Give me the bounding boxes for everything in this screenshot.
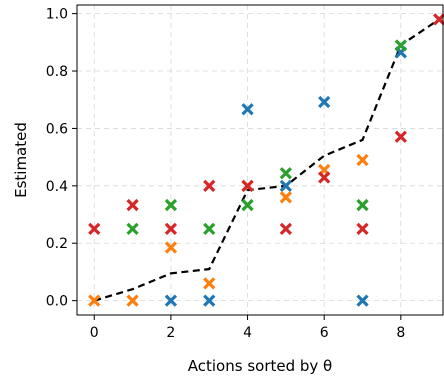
y-tick-label: 0.0 bbox=[46, 294, 68, 310]
data-point bbox=[203, 179, 216, 192]
plot-frame bbox=[76, 4, 444, 316]
x-tick-label: 2 bbox=[166, 325, 175, 341]
data-point bbox=[279, 191, 293, 204]
x-tick-label: 6 bbox=[320, 325, 329, 341]
x-tick-label: 8 bbox=[396, 325, 405, 341]
data-point bbox=[356, 294, 369, 307]
data-point bbox=[356, 198, 369, 212]
marker-layer bbox=[88, 13, 444, 307]
x-axis-label: Actions sorted by θ bbox=[188, 357, 332, 375]
data-point bbox=[279, 222, 293, 236]
data-point bbox=[394, 39, 407, 52]
y-axis-label: Estimated bbox=[12, 122, 30, 198]
series-3 bbox=[88, 13, 444, 236]
data-point bbox=[203, 294, 216, 307]
data-point bbox=[203, 222, 216, 236]
data-point bbox=[279, 179, 293, 192]
series-0 bbox=[164, 46, 407, 307]
x-tick-label: 0 bbox=[90, 325, 99, 341]
y-tick-label: 0.8 bbox=[46, 64, 68, 80]
data-point bbox=[88, 222, 101, 236]
data-point bbox=[241, 103, 254, 116]
y-tick-label: 0.4 bbox=[46, 179, 68, 195]
y-tick-label: 1.0 bbox=[46, 7, 68, 23]
ticks: 0 2 4 6 8 0.0 0.2 0.4 0.6 0.8 1.0 bbox=[46, 7, 406, 341]
data-point bbox=[164, 222, 178, 236]
data-point bbox=[318, 95, 331, 109]
y-tick-label: 0.2 bbox=[46, 236, 68, 252]
data-point bbox=[356, 153, 369, 167]
data-point bbox=[241, 179, 254, 192]
y-tick-label: 0.6 bbox=[46, 121, 68, 137]
data-point bbox=[126, 294, 139, 307]
data-point bbox=[203, 277, 216, 290]
reference-line-layer bbox=[93, 18, 440, 302]
data-point bbox=[126, 198, 139, 212]
data-point bbox=[241, 198, 254, 212]
data-point bbox=[126, 222, 139, 236]
x-tick-label: 4 bbox=[243, 325, 252, 341]
series-2 bbox=[126, 39, 407, 236]
data-point bbox=[88, 294, 101, 307]
data-point bbox=[356, 222, 369, 236]
data-point bbox=[394, 130, 407, 143]
grid bbox=[77, 5, 443, 315]
data-point bbox=[318, 171, 331, 184]
data-point bbox=[164, 294, 178, 307]
data-point bbox=[164, 198, 178, 212]
reference-line bbox=[93, 18, 440, 302]
data-point bbox=[279, 167, 293, 180]
data-point bbox=[164, 241, 178, 254]
